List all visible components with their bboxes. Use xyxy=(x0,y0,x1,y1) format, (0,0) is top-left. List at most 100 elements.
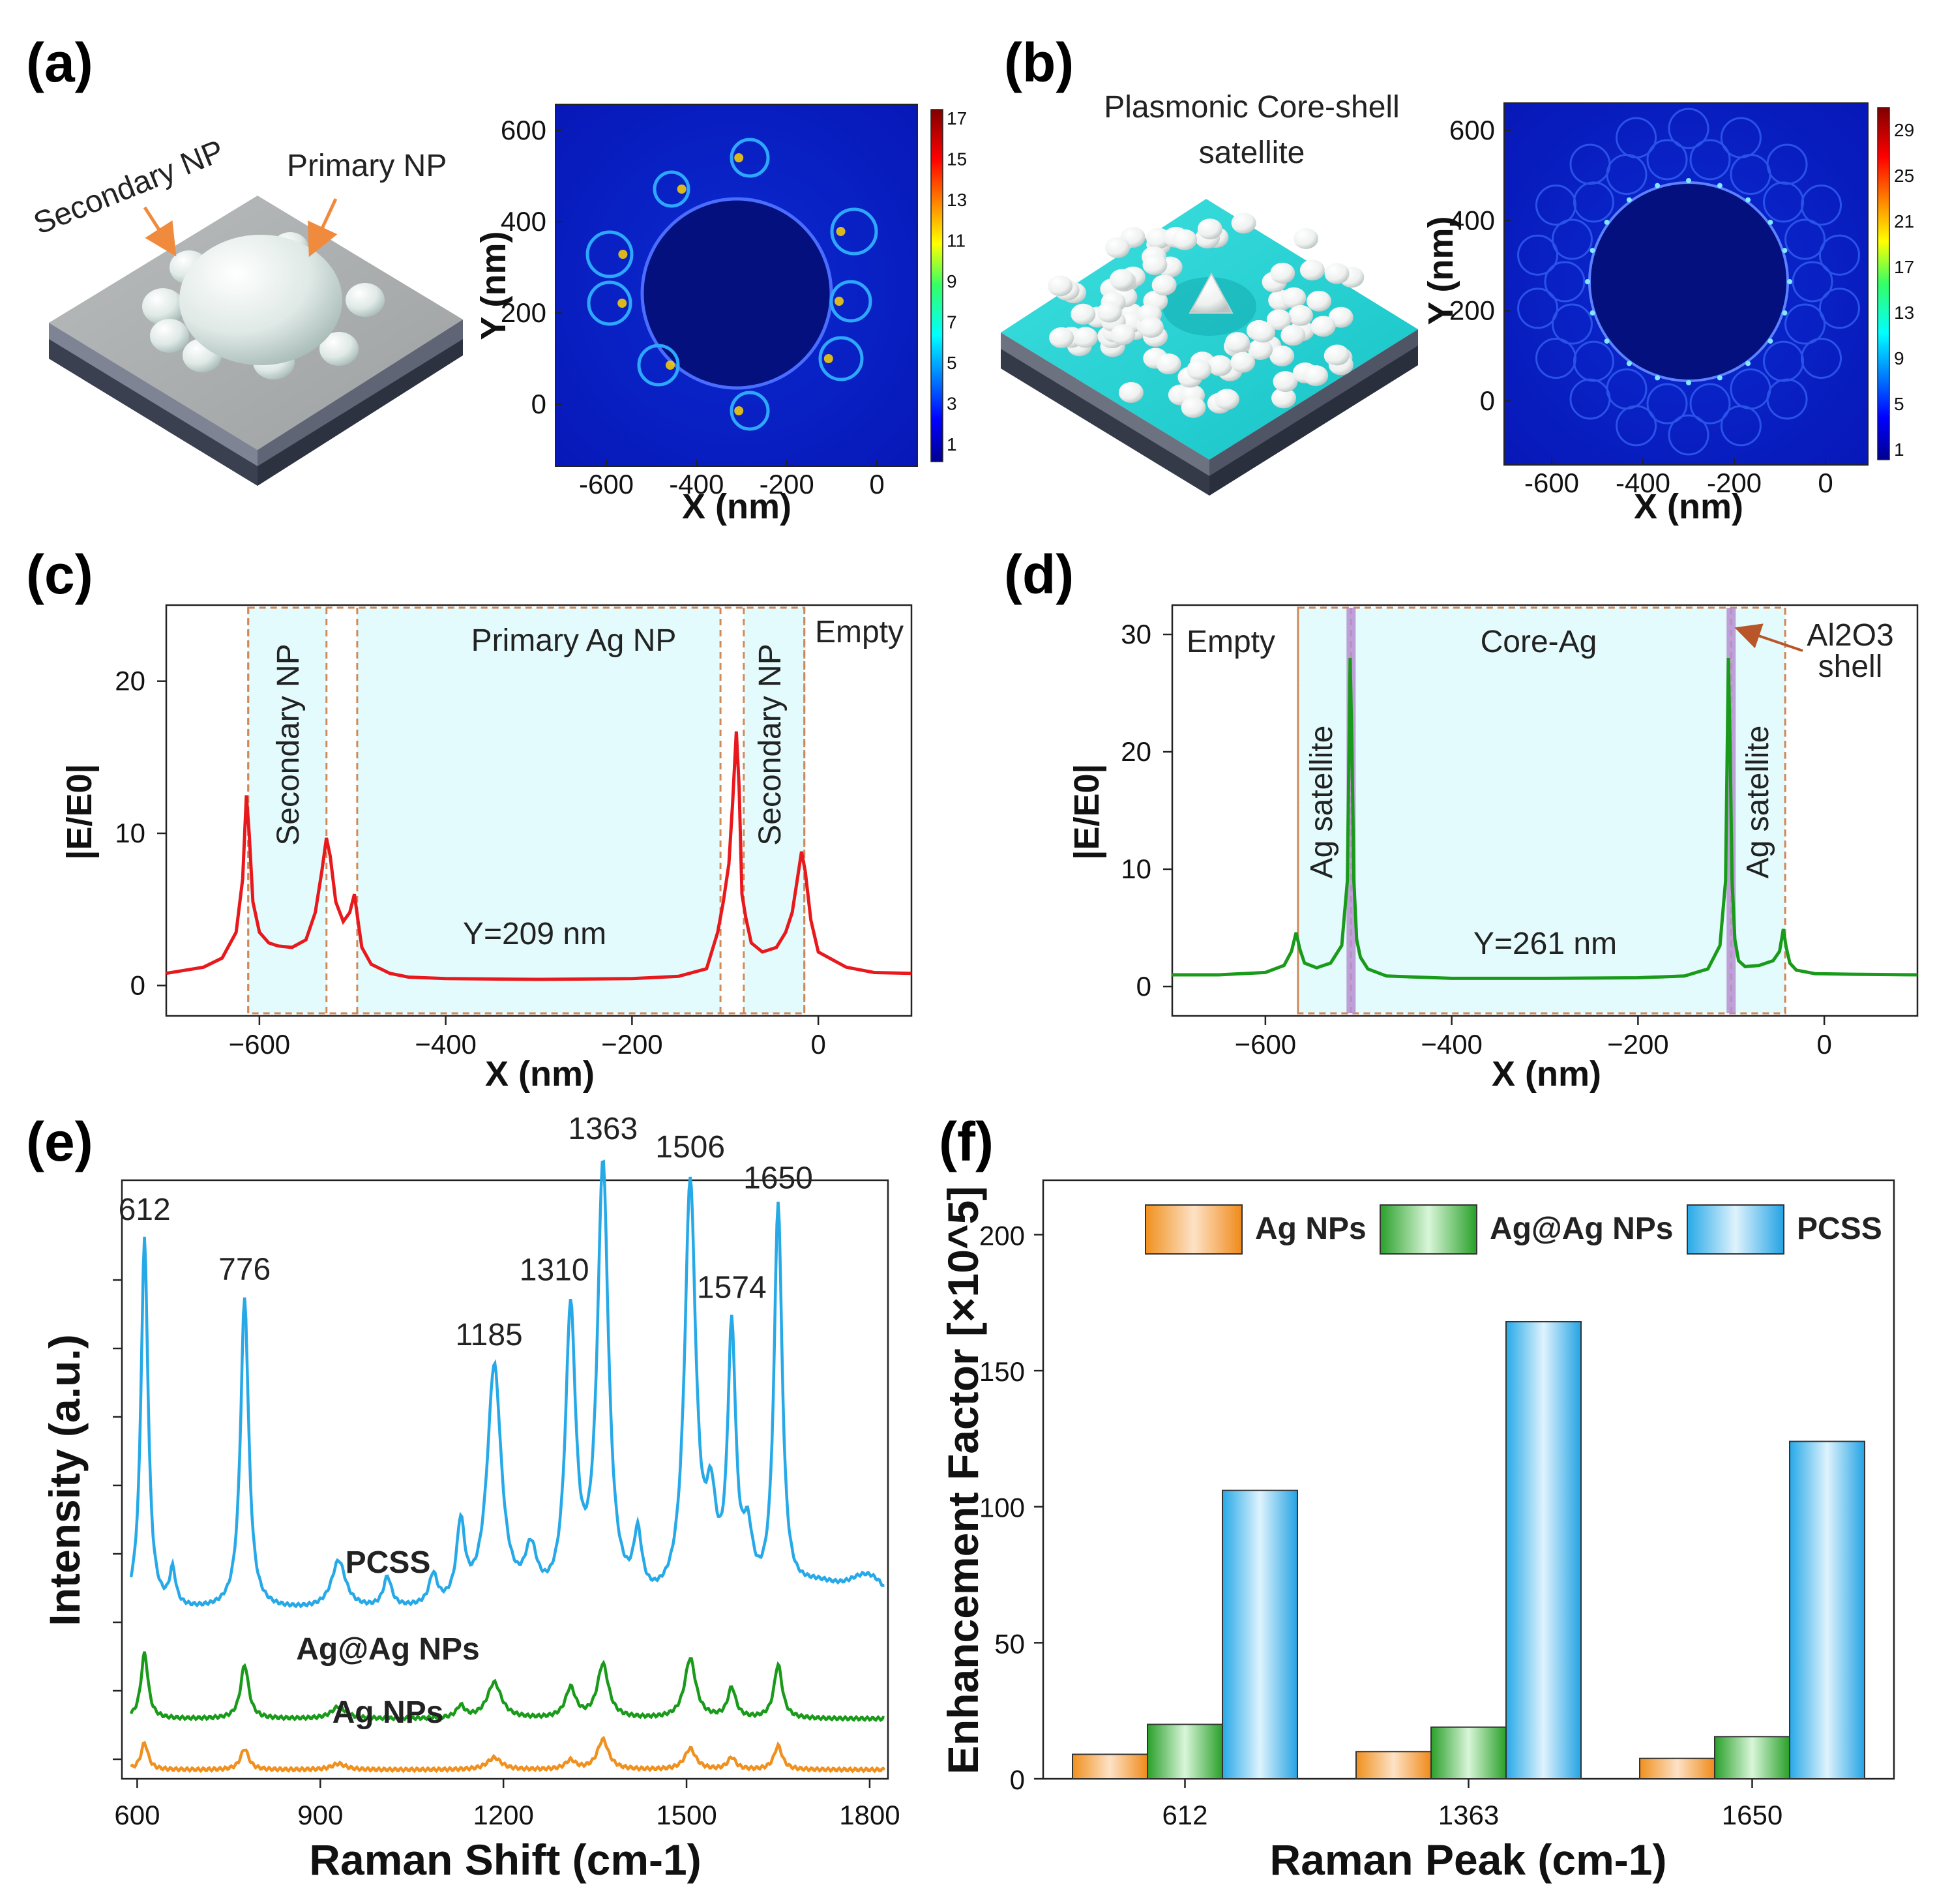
hotspot xyxy=(677,185,687,194)
map-xtick-label: -400 xyxy=(1616,468,1670,498)
satellite-np xyxy=(1307,290,1332,312)
hotspot xyxy=(618,250,628,259)
ytick-label: 20 xyxy=(1121,736,1151,767)
colorbar-tick-label: 5 xyxy=(947,353,957,373)
satellite-ring xyxy=(1763,181,1805,223)
xtick-label: −200 xyxy=(601,1029,663,1060)
satellite-np xyxy=(1248,339,1273,361)
hotspot xyxy=(1782,310,1788,316)
schematic-a: Primary NP Secondary NP xyxy=(29,134,463,486)
panel-label-c: (c) xyxy=(26,544,93,605)
satellite-np xyxy=(1105,237,1131,258)
satellite-np xyxy=(1230,351,1256,373)
hotspot xyxy=(1655,183,1661,188)
ytick-label: 150 xyxy=(979,1356,1025,1387)
hotspot xyxy=(1604,338,1610,344)
satellite-np xyxy=(1271,387,1297,409)
chart-e: 600 900 1200 1500 1800 612 776 1185 1310 1363 150… xyxy=(40,1112,900,1884)
hotspot xyxy=(1782,248,1788,254)
satellite-ring xyxy=(1801,185,1842,226)
map-b-ylabel: Y (nm) xyxy=(1421,216,1460,325)
hotspot xyxy=(1717,183,1723,188)
satellite-np xyxy=(1181,396,1206,418)
c-empty-label: Empty xyxy=(815,615,904,649)
satellite-np xyxy=(1072,327,1098,348)
satellite-ring xyxy=(1689,139,1731,181)
field-map-a: 17 15 13 11 9 7 5 3 1 -600 -400 -200 0 600 400 200 0 X… xyxy=(474,104,967,526)
hotspot xyxy=(1767,219,1773,225)
hotspot xyxy=(1626,197,1632,203)
e-label-agag: Ag@Ag NPs xyxy=(296,1632,479,1667)
chart-c-frame xyxy=(165,604,913,1017)
ytick-label: 0 xyxy=(1010,1764,1025,1795)
chart-c: −600 −400 −200 0 0 10 20 Primary Ag NP Empty S… xyxy=(60,604,913,1093)
satellite-np xyxy=(1281,287,1307,308)
satellite-ring xyxy=(1784,218,1826,260)
satellite-ring xyxy=(1535,185,1576,226)
satellite-ring xyxy=(1535,338,1576,379)
d-ylabel: |E/E0| xyxy=(1067,764,1107,859)
map-xtick-label: -200 xyxy=(1707,468,1762,498)
hotspot xyxy=(666,361,675,370)
ytick-label: 10 xyxy=(1121,854,1151,884)
map-ytick-label: 200 xyxy=(501,297,546,328)
pcss-title-line2: satellite xyxy=(1199,136,1305,170)
hotspot xyxy=(1745,361,1751,366)
satellite-ring xyxy=(653,170,690,208)
satellite-np xyxy=(1097,301,1122,323)
satellite-ring xyxy=(1517,234,1559,276)
satellite-np xyxy=(1049,327,1074,348)
d-shell-label-line1: Al2O3 xyxy=(1807,618,1893,653)
colorbar-tick-label: 9 xyxy=(1894,348,1904,368)
map-a-xlabel: X (nm) xyxy=(682,487,791,526)
peak-label: 1650 xyxy=(743,1161,813,1195)
peak-label: 1185 xyxy=(456,1318,523,1352)
satellite-ring xyxy=(1818,234,1860,276)
d-shell-arrow xyxy=(1734,623,1803,652)
satellite-np xyxy=(1197,218,1222,240)
satellite-ring xyxy=(1616,117,1657,158)
field-map-b: 29 25 21 17 13 9 5 1 -600 -400 -200 0 600 400 200 0 X… xyxy=(1421,102,1914,526)
spectrum-line-pcss xyxy=(129,1159,885,1609)
satellite-ring xyxy=(1784,303,1826,345)
colorbar-tick-label: 15 xyxy=(947,149,967,170)
secondary-np-label: Secondary NP xyxy=(29,134,229,241)
panel-label-d: (d) xyxy=(1004,544,1074,605)
colorbar-b xyxy=(1877,107,1890,460)
satellite-np xyxy=(1048,275,1073,297)
spectrum-line-ag-nps xyxy=(130,1736,886,1774)
e-xlabel: Raman Shift (cm-1) xyxy=(309,1836,701,1884)
map-b-xlabel: X (nm) xyxy=(1634,487,1743,526)
secondary-np xyxy=(346,283,385,317)
peak-label: 612 xyxy=(119,1193,171,1227)
ytick-label: 0 xyxy=(130,970,145,1000)
region-band xyxy=(1351,608,1732,1013)
spectrum-line-ag-ag-nps xyxy=(129,1651,885,1722)
satellite-np xyxy=(1288,305,1313,326)
ytick-label: 0 xyxy=(1136,971,1151,1002)
hotspot xyxy=(1626,361,1632,366)
xtick-label: 600 xyxy=(114,1800,160,1830)
primary-np xyxy=(179,235,342,365)
hotspot xyxy=(1686,178,1691,183)
hotspot xyxy=(1745,197,1751,203)
ytick-label: 50 xyxy=(994,1628,1025,1659)
xtick-label: 1650 xyxy=(1722,1800,1782,1830)
legend-swatch xyxy=(1687,1204,1784,1255)
d-core-label: Core-Ag xyxy=(1481,625,1597,659)
secondary-arrow xyxy=(143,206,177,257)
xtick-label: −600 xyxy=(1235,1029,1297,1060)
legend-swatch xyxy=(1380,1204,1477,1255)
satellite-ring xyxy=(1573,181,1614,223)
bar-ag-nps-612 xyxy=(1072,1753,1148,1780)
bar-ag-nps-1650 xyxy=(1639,1757,1715,1780)
ytick-label: 200 xyxy=(979,1220,1025,1251)
secondary-np xyxy=(319,332,359,366)
chart-d-series-line xyxy=(1172,657,1918,980)
c-y-note: Y=209 nm xyxy=(463,917,606,951)
pcss-title-line1: Plasmonic Core-shell xyxy=(1104,90,1400,125)
hotspot xyxy=(617,299,627,308)
satellite-np xyxy=(1207,355,1233,376)
colorbar-tick-label: 29 xyxy=(1894,120,1914,140)
colorbar-tick-label: 25 xyxy=(1894,166,1914,186)
